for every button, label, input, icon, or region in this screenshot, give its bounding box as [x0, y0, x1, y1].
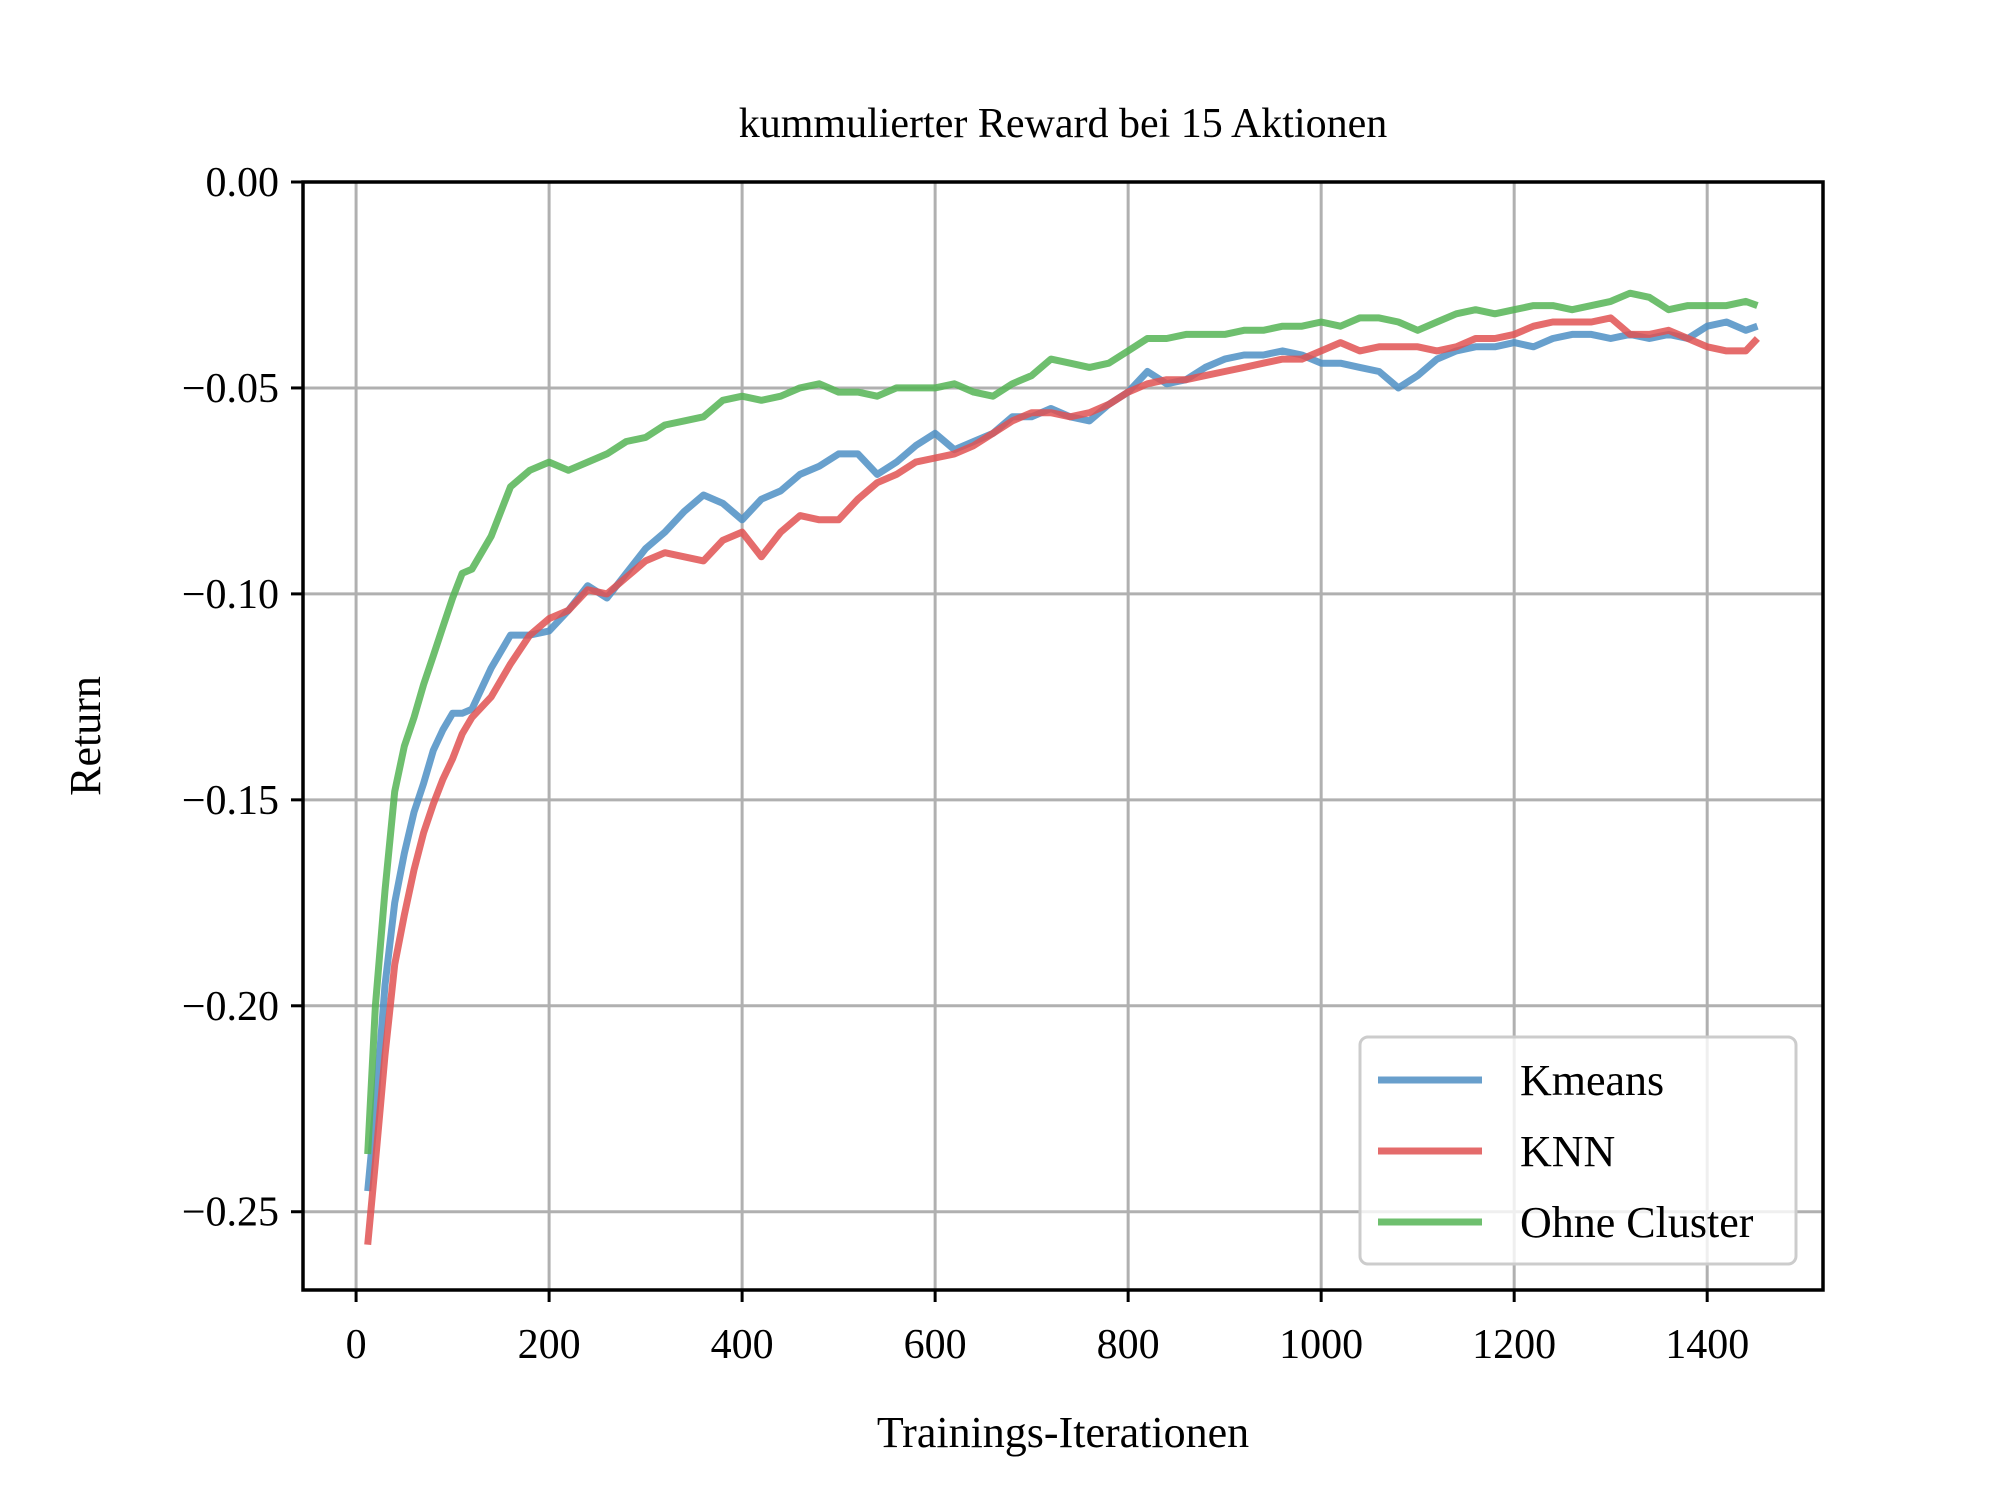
- y-tick-label: −0.05: [182, 366, 279, 412]
- plot-frame: [301, 180, 1825, 1292]
- x-tick-label: 800: [1097, 1322, 1160, 1368]
- y-tick-label: 0.00: [206, 160, 280, 206]
- x-tick-label: 600: [904, 1322, 967, 1368]
- x-tick-label: 1400: [1665, 1322, 1749, 1368]
- y-tick-label: −0.20: [182, 984, 279, 1030]
- plot-area: [364, 289, 1760, 1246]
- y-axis-ticks: 0.00 −0.05 −0.10 −0.15 −0.20 −0.25: [182, 160, 303, 1236]
- x-axis-ticks: 0 200 400 600 800 1000 1200 1400: [346, 1290, 1749, 1368]
- legend-label-ohne-cluster: Ohne Cluster: [1520, 1198, 1754, 1247]
- x-tick-label: 400: [711, 1322, 774, 1368]
- series-line-ohne-cluster: [364, 289, 1759, 1155]
- y-tick-label: −0.25: [182, 1190, 279, 1236]
- y-axis-label: Return: [61, 676, 110, 796]
- chart-title: kummulierter Reward bei 15 Aktionen: [739, 101, 1388, 147]
- legend-box: [1358, 1035, 1798, 1266]
- legend: Kmeans KNN Ohne Cluster: [1358, 1035, 1798, 1266]
- y-tick-label: −0.15: [182, 778, 279, 824]
- x-tick-label: 1000: [1279, 1322, 1363, 1368]
- x-tick-label: 0: [346, 1322, 367, 1368]
- x-tick-label: 200: [518, 1322, 581, 1368]
- y-tick-label: −0.10: [182, 572, 279, 618]
- x-tick-label: 1200: [1472, 1322, 1556, 1368]
- x-axis-label: Trainings-Iterationen: [877, 1408, 1249, 1457]
- series-line-knn: [364, 314, 1760, 1246]
- legend-label-knn: KNN: [1520, 1127, 1615, 1176]
- series-line-kmeans: [364, 318, 1759, 1192]
- legend-label-kmeans: Kmeans: [1520, 1056, 1664, 1105]
